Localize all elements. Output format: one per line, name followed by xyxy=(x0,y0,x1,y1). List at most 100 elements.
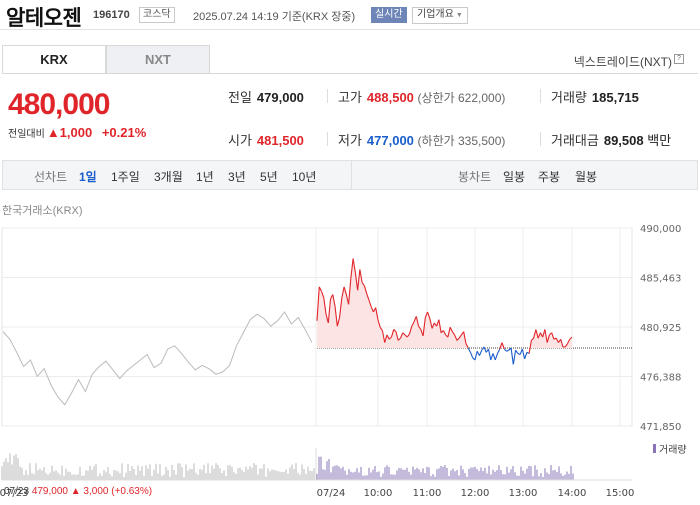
price-line-up-segment xyxy=(341,286,345,298)
price-line-up-segment xyxy=(539,332,544,338)
trade-value: 거래대금 89,508 백만 xyxy=(551,130,671,149)
period-1w[interactable]: 1주일 xyxy=(111,170,140,184)
prev-day-close: 479,000 xyxy=(31,486,68,497)
x-tick-label: 13:00 xyxy=(509,488,538,499)
tab-divider xyxy=(2,73,698,74)
high-label: 고가 xyxy=(338,90,362,105)
price-line-down-segment xyxy=(494,353,499,361)
x-tick-label: 07/24 xyxy=(317,488,346,499)
price-line-up-segment xyxy=(569,336,573,340)
period-1d[interactable]: 1일 xyxy=(79,170,97,184)
price-line-up-segment xyxy=(343,286,347,295)
price-line-up-segment xyxy=(535,329,539,339)
price-line-up-segment xyxy=(379,326,383,331)
volume-label: 거래량 xyxy=(551,90,587,105)
price-change-label: 전일대비 xyxy=(8,129,45,140)
price-line-up-segment xyxy=(359,269,363,283)
price-line-down-segment xyxy=(483,346,487,353)
price-line-up-segment xyxy=(406,333,410,338)
price-line-up-segment xyxy=(465,343,469,349)
price-line-up-segment xyxy=(402,332,406,336)
price-line-up-segment xyxy=(415,316,420,327)
prev-day-line xyxy=(2,311,313,406)
realtime-badge[interactable]: 실시간 xyxy=(371,7,407,23)
lower-limit: (하한가 335,500) xyxy=(417,134,506,148)
candle-monthly[interactable]: 월봉 xyxy=(575,170,598,184)
price-line-up-segment xyxy=(327,298,332,323)
tab-nxt[interactable]: NXT xyxy=(106,45,210,74)
stock-name: 알테오젠 xyxy=(6,7,82,30)
open-value: 481,500 xyxy=(256,133,304,148)
period-3y[interactable]: 3년 xyxy=(228,170,246,184)
price-line-up-segment xyxy=(458,334,462,339)
price-line-up-segment xyxy=(499,342,503,350)
price-change-value: ▲1,000 xyxy=(46,125,93,140)
price-line-up-segment xyxy=(354,272,359,291)
price-line-up-segment xyxy=(427,311,431,319)
upper-limit: (상한가 622,000) xyxy=(417,91,506,105)
price-line-up-segment xyxy=(370,306,374,313)
price-line-up-segment xyxy=(528,340,532,354)
low-value: 477,000 xyxy=(366,133,414,148)
price-line-down-segment xyxy=(524,352,528,360)
price-line-down-segment xyxy=(497,348,501,354)
price-line-up-segment xyxy=(438,319,442,333)
price-line-up-segment xyxy=(395,331,399,341)
y-tick-label: 471,850 xyxy=(640,422,681,433)
price-line-down-segment xyxy=(490,353,494,361)
price-line-up-segment xyxy=(424,311,429,318)
candle-chart-label: 봉차트 xyxy=(458,170,492,184)
prev-day-change-percent: (+0.63%) xyxy=(111,486,153,497)
price-line-up-segment xyxy=(361,282,365,287)
candle-daily[interactable]: 일봉 xyxy=(503,170,526,184)
price-line-up-segment xyxy=(399,332,404,339)
candle-weekly[interactable]: 주봉 xyxy=(538,170,561,184)
current-price: 480,000 xyxy=(8,88,110,121)
price-line-up-segment xyxy=(451,331,456,336)
price-line-up-segment xyxy=(447,327,451,338)
price-line-up-segment xyxy=(422,317,426,337)
company-overview-button[interactable]: 기업개요 ▼ xyxy=(412,7,468,24)
price-line-up-segment xyxy=(381,330,386,343)
price-line-down-segment xyxy=(478,349,483,356)
nextrade-link[interactable]: 넥스트레이드(NXT) xyxy=(573,55,672,69)
price-line-up-segment xyxy=(564,343,568,348)
price-line-down-segment xyxy=(476,351,480,356)
price-line-up-segment xyxy=(537,332,541,339)
chart-period-bar: 선차트 1일 1주일 3개월 1년 3년 5년 10년 봉차트 일봉 주봉 월봉 xyxy=(2,160,698,190)
period-5y[interactable]: 5년 xyxy=(260,170,278,184)
quote-timestamp: 2025.07.24 14:19 기준(KRX 장중) xyxy=(193,11,356,23)
price-line-up-segment xyxy=(546,334,550,343)
price-line-up-segment xyxy=(397,337,401,341)
price-line-down-segment xyxy=(503,348,507,352)
line-chart-label: 선차트 xyxy=(34,170,68,184)
period-10y[interactable]: 10년 xyxy=(292,170,317,184)
tab-krx[interactable]: KRX xyxy=(2,45,106,74)
price-line-up-segment xyxy=(352,258,356,273)
period-1y[interactable]: 1년 xyxy=(196,170,214,184)
price-line-down-segment xyxy=(492,353,496,361)
price-line-up-segment xyxy=(377,319,381,328)
price-line-up-segment xyxy=(454,334,458,341)
price-line-up-segment xyxy=(442,330,447,336)
price-line-up-segment xyxy=(318,286,323,292)
price-line-up-segment xyxy=(366,293,370,301)
price-line-up-segment xyxy=(463,331,467,344)
stock-code: 196170 xyxy=(93,9,130,21)
price-line-up-segment xyxy=(336,317,341,327)
divider xyxy=(351,161,352,189)
help-icon[interactable]: ? xyxy=(674,54,684,64)
market-badge: 코스닥 xyxy=(139,7,175,23)
price-line-up-segment xyxy=(388,336,392,340)
price-line-up-segment xyxy=(386,334,390,340)
y-tick-label: 485,463 xyxy=(640,273,681,284)
x-tick-label: 07/23 xyxy=(0,488,28,499)
exchange-tabs: KRX NXT xyxy=(2,45,210,74)
price-line-up-segment xyxy=(368,299,372,307)
period-3m[interactable]: 3개월 xyxy=(154,170,183,184)
stock-header: 알테오젠 196170 코스닥 2025.07.24 14:19 기준(KRX … xyxy=(0,0,700,30)
high-price: 고가 488,500 (상한가 622,000) xyxy=(338,87,505,106)
prev-close: 전일 479,000 xyxy=(228,87,304,106)
price-line-down-segment xyxy=(469,352,474,359)
